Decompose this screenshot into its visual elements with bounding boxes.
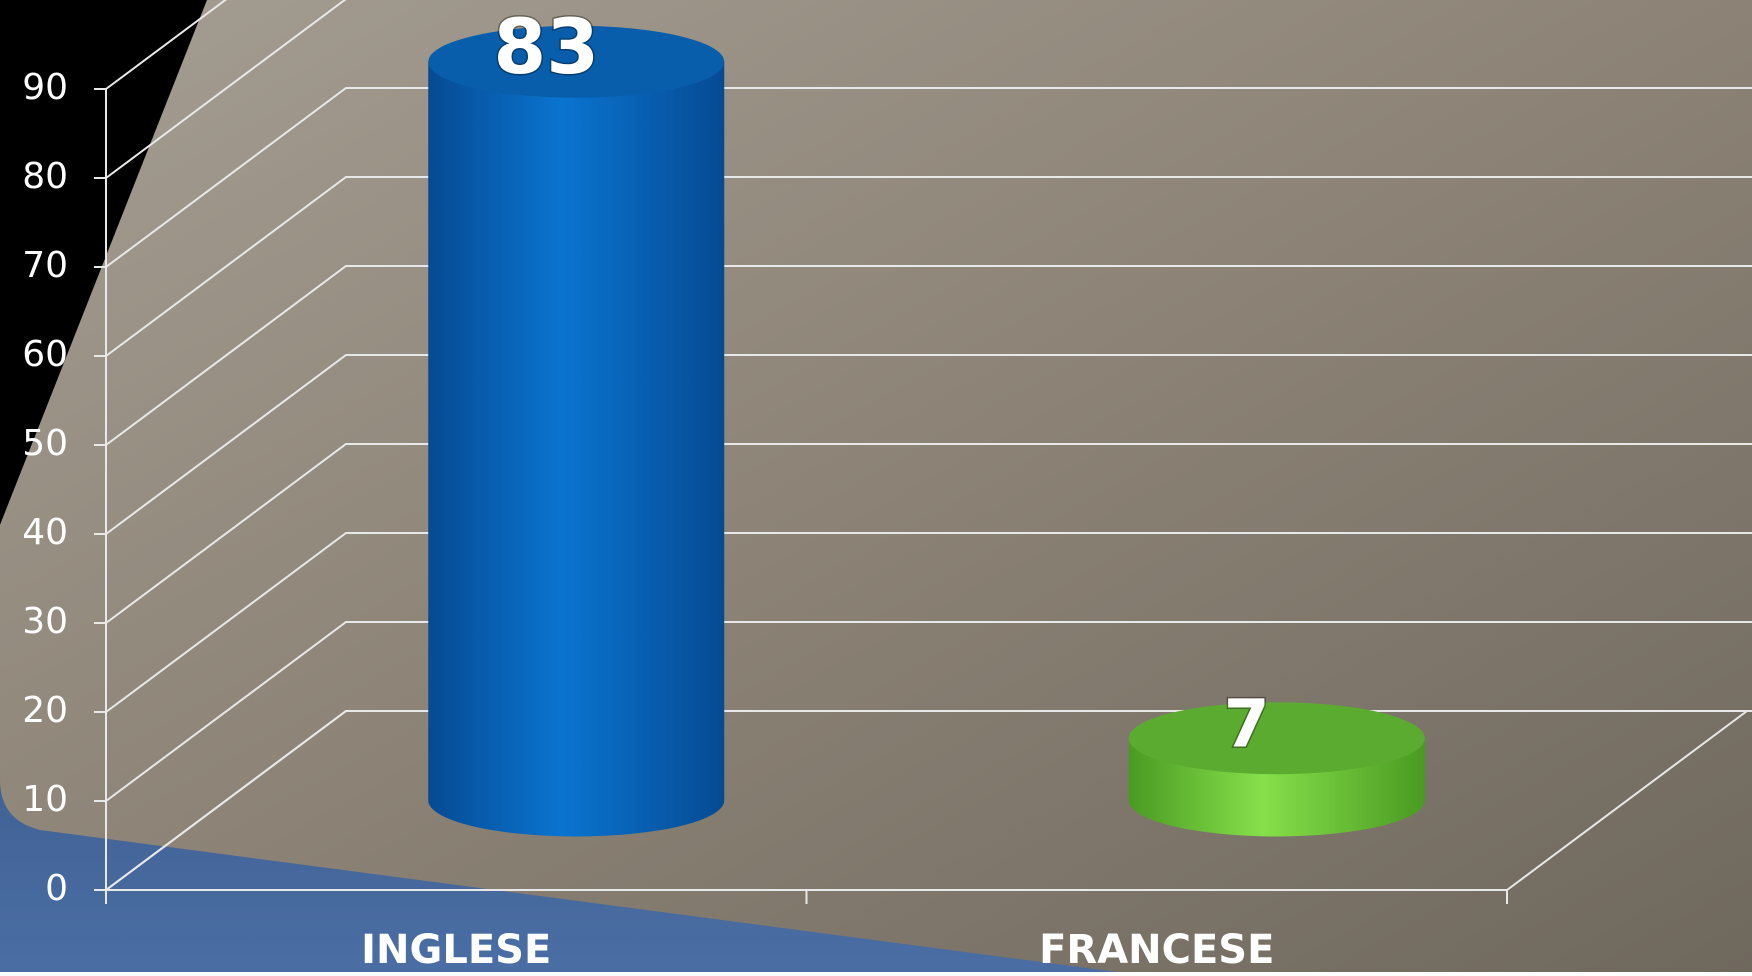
- y-tick-label: 50: [22, 423, 68, 464]
- bar-top: [1128, 702, 1425, 775]
- x-tick-label: FRANCESE: [1039, 927, 1274, 972]
- y-tick-label: 0: [45, 868, 68, 909]
- y-tick-label: 90: [22, 67, 68, 108]
- y-tick-label: 20: [22, 690, 68, 731]
- y-tick-label: 80: [22, 156, 68, 197]
- y-tick-label: 60: [22, 334, 68, 375]
- y-tick-label: 70: [22, 245, 68, 286]
- floor-edge: [1506, 710, 1748, 891]
- bar-top: [428, 25, 725, 98]
- grid-line: [105, 354, 1752, 535]
- grid-line: [105, 265, 1752, 446]
- grid-line: [105, 176, 1752, 357]
- y-tick-label: 30: [22, 601, 68, 642]
- grid-line: [105, 0, 228, 90]
- y-tick-label: 40: [22, 512, 68, 553]
- x-tick-label: INGLESE: [361, 927, 551, 972]
- grid-line: [105, 532, 1752, 713]
- data-label: 7: [1224, 685, 1270, 762]
- grid-line: [105, 87, 1752, 268]
- bar: [428, 61, 725, 837]
- data-label: 83: [493, 2, 599, 91]
- grid-line: [105, 621, 1752, 802]
- y-tick-label: 10: [22, 779, 68, 820]
- grid-line: [105, 0, 1752, 179]
- grid-line: [105, 443, 1752, 624]
